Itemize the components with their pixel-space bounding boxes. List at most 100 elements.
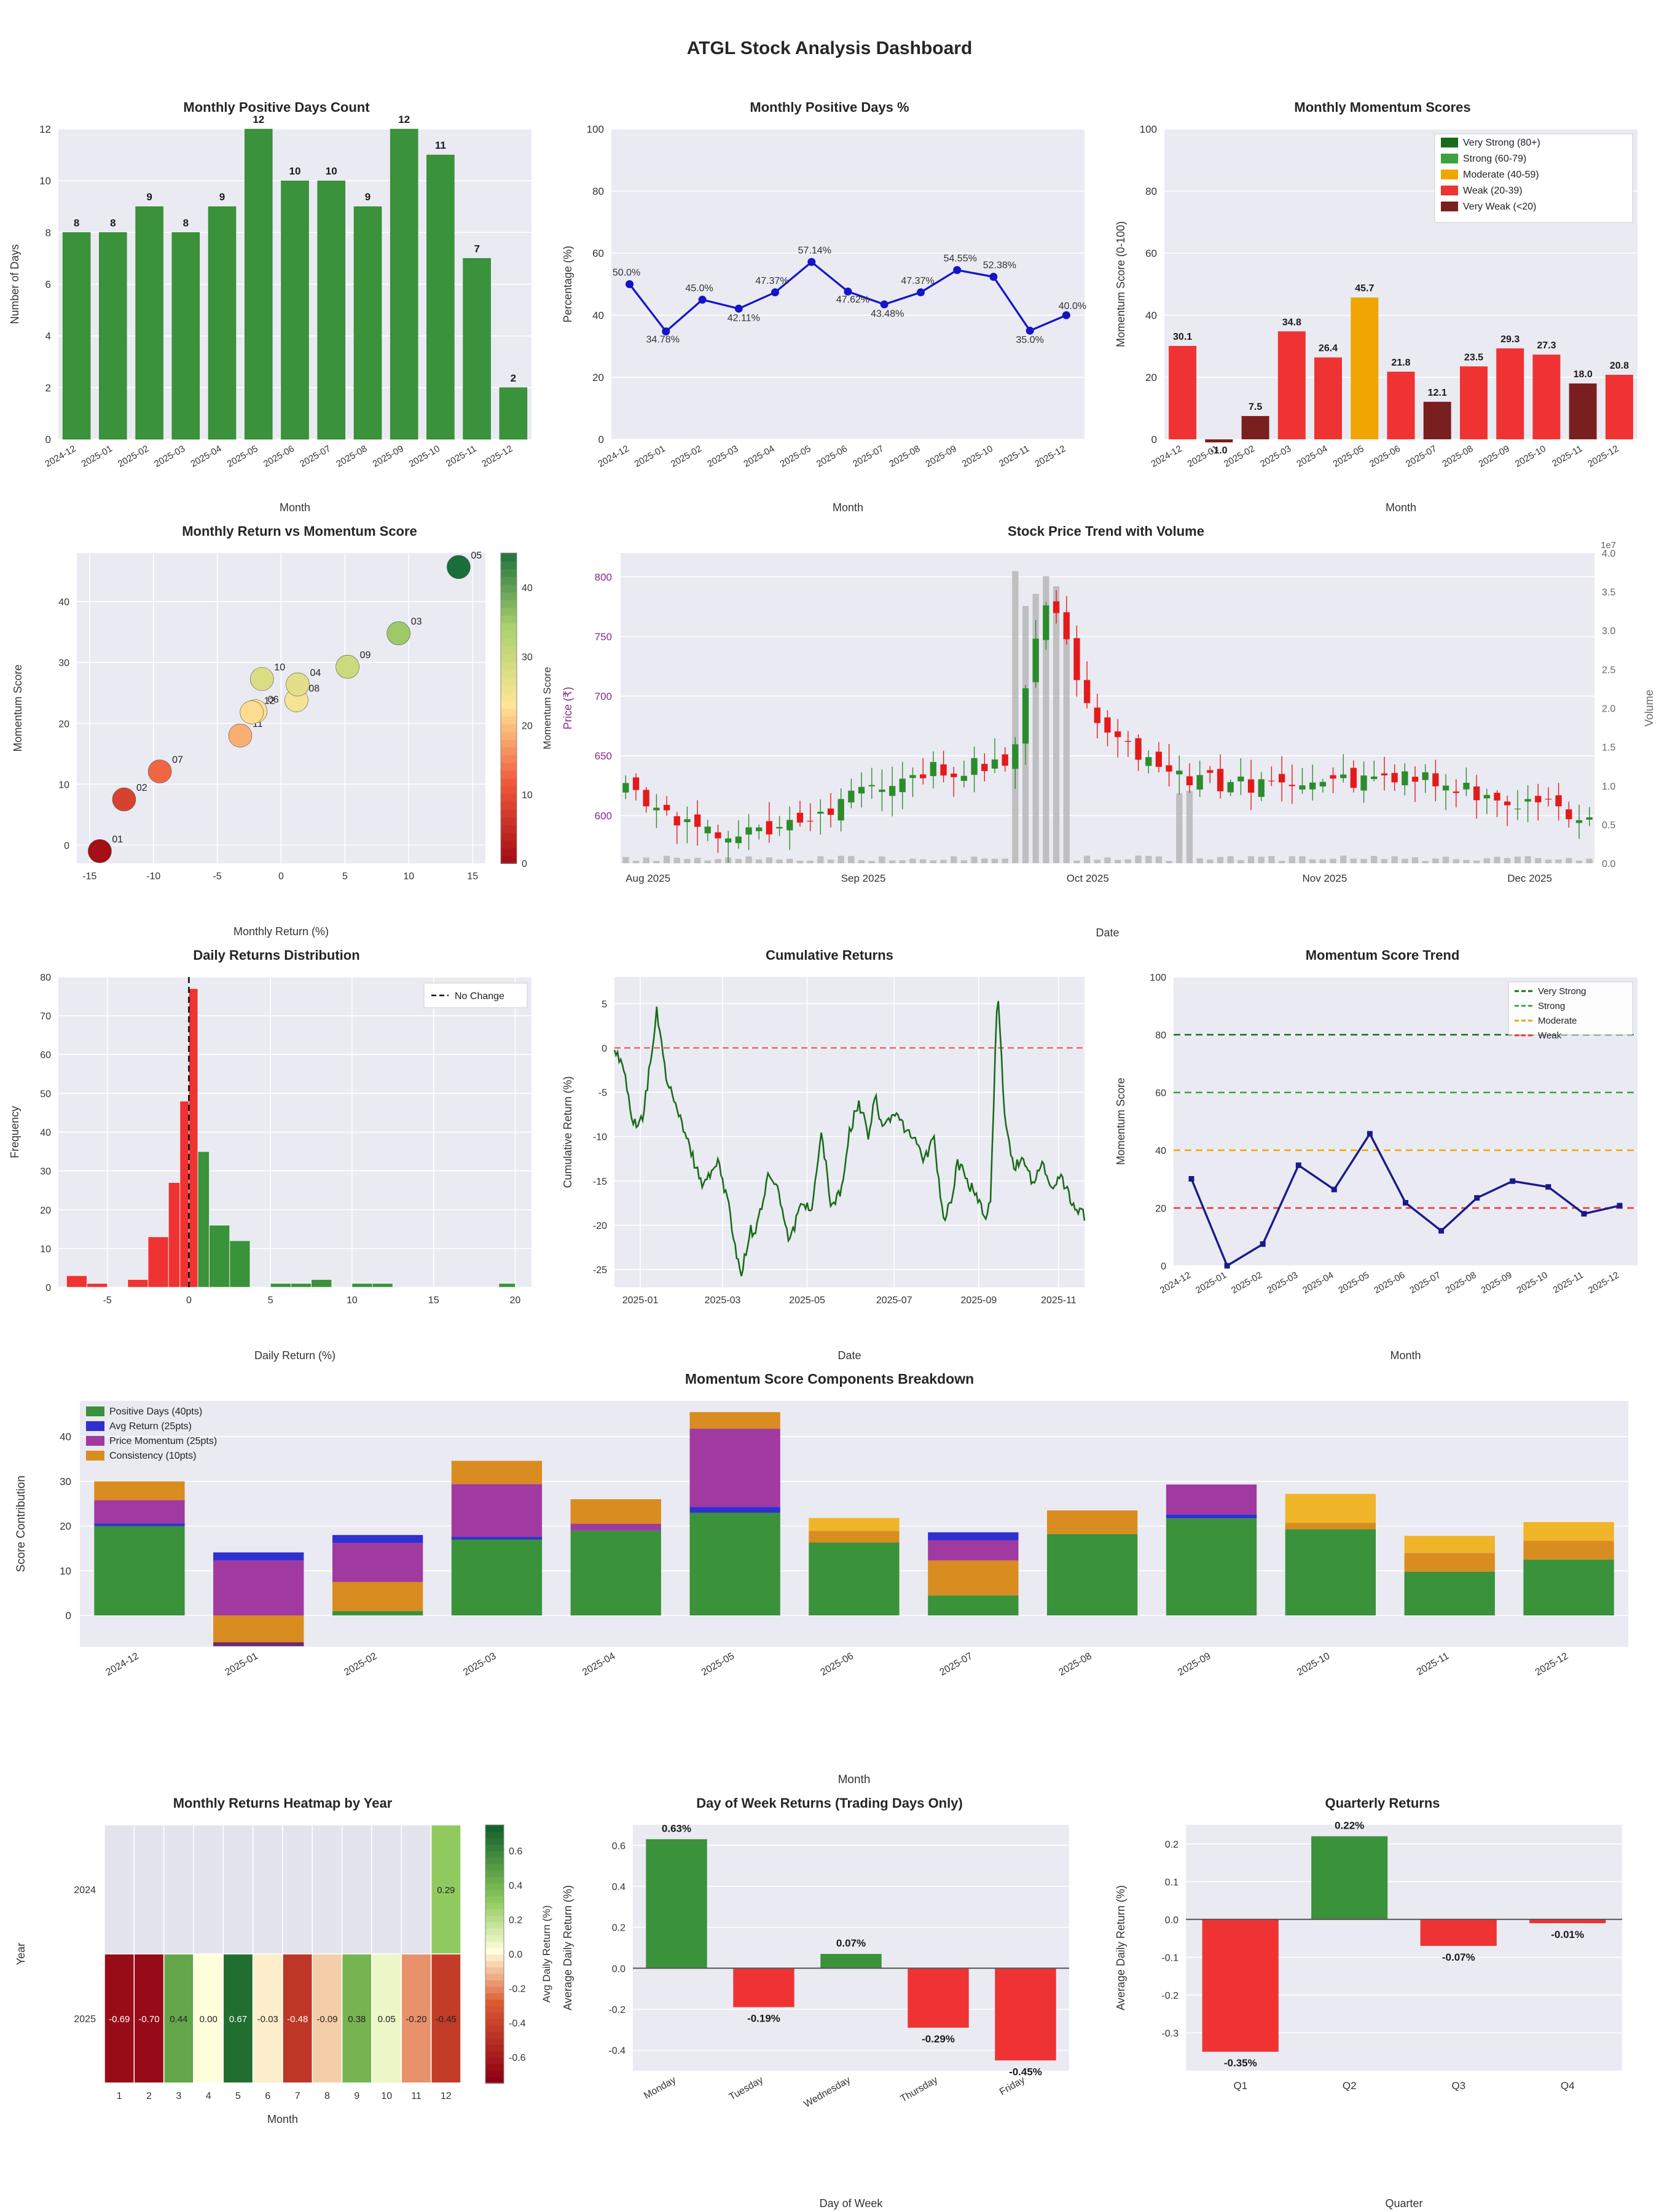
- svg-text:Thursday: Thursday: [899, 2075, 939, 2104]
- svg-text:6: 6: [45, 279, 51, 291]
- svg-text:-0.2: -0.2: [1161, 1991, 1179, 2001]
- svg-text:2025-01: 2025-01: [80, 444, 114, 469]
- svg-text:Q2: Q2: [1343, 2080, 1357, 2092]
- svg-text:50: 50: [40, 1089, 51, 1099]
- svg-text:12: 12: [253, 114, 264, 125]
- svg-text:-0.03: -0.03: [257, 2014, 278, 2025]
- svg-text:10: 10: [60, 1565, 71, 1577]
- svg-text:07: 07: [172, 755, 183, 766]
- svg-text:20.8: 20.8: [1610, 361, 1629, 371]
- svg-text:2024-12: 2024-12: [1158, 1270, 1193, 1296]
- svg-text:05: 05: [471, 551, 482, 561]
- svg-text:57.14%: 57.14%: [798, 245, 831, 256]
- svg-text:-0.70: -0.70: [138, 2014, 159, 2025]
- svg-text:Month: Month: [267, 2113, 298, 2125]
- svg-text:1.5: 1.5: [1602, 743, 1615, 753]
- svg-text:20: 20: [510, 1295, 521, 1306]
- svg-text:2025-09: 2025-09: [1176, 1651, 1212, 1678]
- svg-text:45.0%: 45.0%: [685, 283, 713, 294]
- svg-text:2025-09: 2025-09: [924, 444, 959, 469]
- svg-text:80: 80: [1155, 1030, 1166, 1041]
- svg-text:0: 0: [66, 1610, 71, 1622]
- svg-text:-0.2: -0.2: [608, 2005, 626, 2015]
- svg-text:-0.3: -0.3: [1161, 2029, 1179, 2039]
- svg-text:0.67: 0.67: [229, 2014, 247, 2025]
- svg-text:Number of Days: Number of Days: [9, 244, 21, 324]
- svg-text:2025-07: 2025-07: [298, 444, 332, 469]
- svg-text:Month: Month: [838, 1773, 871, 1786]
- svg-text:-0.48: -0.48: [287, 2014, 308, 2025]
- svg-text:Monthly Return (%): Monthly Return (%): [233, 925, 329, 938]
- svg-text:2025-12: 2025-12: [1586, 1270, 1621, 1296]
- svg-text:-0.4: -0.4: [509, 2018, 526, 2029]
- svg-text:5: 5: [602, 999, 607, 1010]
- svg-text:2025-02: 2025-02: [1230, 1270, 1264, 1296]
- svg-text:Q3: Q3: [1451, 2080, 1465, 2092]
- svg-text:5: 5: [342, 871, 348, 882]
- svg-text:20: 20: [592, 372, 604, 383]
- svg-text:42.11%: 42.11%: [728, 313, 760, 323]
- svg-text:12.1: 12.1: [1428, 388, 1447, 398]
- svg-text:-0.2: -0.2: [509, 1984, 526, 1994]
- svg-text:15: 15: [467, 871, 478, 882]
- svg-text:2025-11: 2025-11: [1551, 1270, 1585, 1296]
- svg-text:10: 10: [347, 1295, 358, 1306]
- svg-text:Cumulative Return (%): Cumulative Return (%): [562, 1076, 574, 1188]
- svg-text:0.44: 0.44: [170, 2014, 187, 2025]
- svg-text:Momentum Score: Momentum Score: [1115, 1078, 1127, 1165]
- svg-text:47.62%: 47.62%: [836, 295, 869, 305]
- svg-text:100: 100: [1140, 124, 1157, 135]
- svg-text:-10: -10: [593, 1132, 607, 1143]
- svg-text:2025-10: 2025-10: [407, 444, 442, 469]
- svg-text:2025-11: 2025-11: [1550, 444, 1584, 469]
- svg-text:12: 12: [441, 2091, 452, 2101]
- svg-text:2025-04: 2025-04: [742, 444, 776, 469]
- svg-text:2025-02: 2025-02: [342, 1651, 378, 1678]
- svg-text:8: 8: [110, 217, 116, 229]
- svg-text:Weak: Weak: [1538, 1030, 1562, 1041]
- svg-text:Cumulative Returns: Cumulative Returns: [766, 947, 893, 963]
- svg-text:-0.29%: -0.29%: [922, 2033, 955, 2045]
- svg-text:Weak (20-39): Weak (20-39): [1463, 186, 1523, 196]
- svg-text:2025-08: 2025-08: [1444, 1270, 1478, 1296]
- svg-text:2025-04: 2025-04: [1295, 444, 1329, 469]
- svg-text:2025-05: 2025-05: [1336, 1270, 1371, 1296]
- svg-text:Oct 2025: Oct 2025: [1067, 873, 1109, 884]
- svg-text:3.5: 3.5: [1602, 587, 1615, 598]
- svg-text:-0.20: -0.20: [406, 2014, 426, 2025]
- svg-text:Month: Month: [1390, 1349, 1421, 1362]
- svg-text:2025-11: 2025-11: [444, 444, 478, 469]
- svg-text:2025-07: 2025-07: [876, 1295, 912, 1306]
- svg-text:Very Strong: Very Strong: [1538, 986, 1586, 997]
- svg-text:Sep 2025: Sep 2025: [841, 873, 886, 884]
- svg-text:2025-02: 2025-02: [669, 444, 704, 469]
- svg-text:15: 15: [428, 1295, 439, 1306]
- svg-text:12: 12: [39, 124, 51, 135]
- svg-text:Price Momentum (25pts): Price Momentum (25pts): [109, 1436, 217, 1446]
- svg-text:100: 100: [587, 124, 604, 135]
- svg-text:9: 9: [365, 191, 371, 203]
- svg-text:2025-06: 2025-06: [262, 444, 296, 469]
- svg-text:-0.19%: -0.19%: [747, 2013, 780, 2025]
- svg-text:2025-03: 2025-03: [1265, 1270, 1300, 1296]
- svg-text:2: 2: [45, 382, 51, 394]
- svg-text:2.5: 2.5: [1602, 665, 1615, 675]
- svg-text:0.63%: 0.63%: [662, 1822, 691, 1834]
- svg-text:8: 8: [74, 217, 79, 229]
- svg-text:Momentum Score Components Brea: Momentum Score Components Breakdown: [685, 1371, 974, 1387]
- svg-text:2025-03: 2025-03: [705, 444, 740, 469]
- svg-text:01: 01: [112, 834, 123, 845]
- svg-text:2025-12: 2025-12: [480, 444, 514, 469]
- svg-text:2024-12: 2024-12: [1149, 444, 1183, 469]
- svg-text:Monthly Return vs Momentum Sco: Monthly Return vs Momentum Score: [182, 524, 417, 539]
- svg-text:27.3: 27.3: [1537, 340, 1556, 351]
- svg-text:2025-10: 2025-10: [960, 444, 995, 469]
- svg-text:0.29: 0.29: [437, 1885, 455, 1896]
- svg-text:-0.4: -0.4: [608, 2046, 626, 2057]
- svg-text:1: 1: [117, 2091, 122, 2101]
- svg-text:70: 70: [40, 1011, 51, 1022]
- svg-text:Very Strong (80+): Very Strong (80+): [1463, 138, 1540, 148]
- svg-text:-0.45: -0.45: [436, 2014, 457, 2025]
- svg-text:30: 30: [522, 652, 533, 662]
- svg-text:0.22%: 0.22%: [1335, 1820, 1364, 1832]
